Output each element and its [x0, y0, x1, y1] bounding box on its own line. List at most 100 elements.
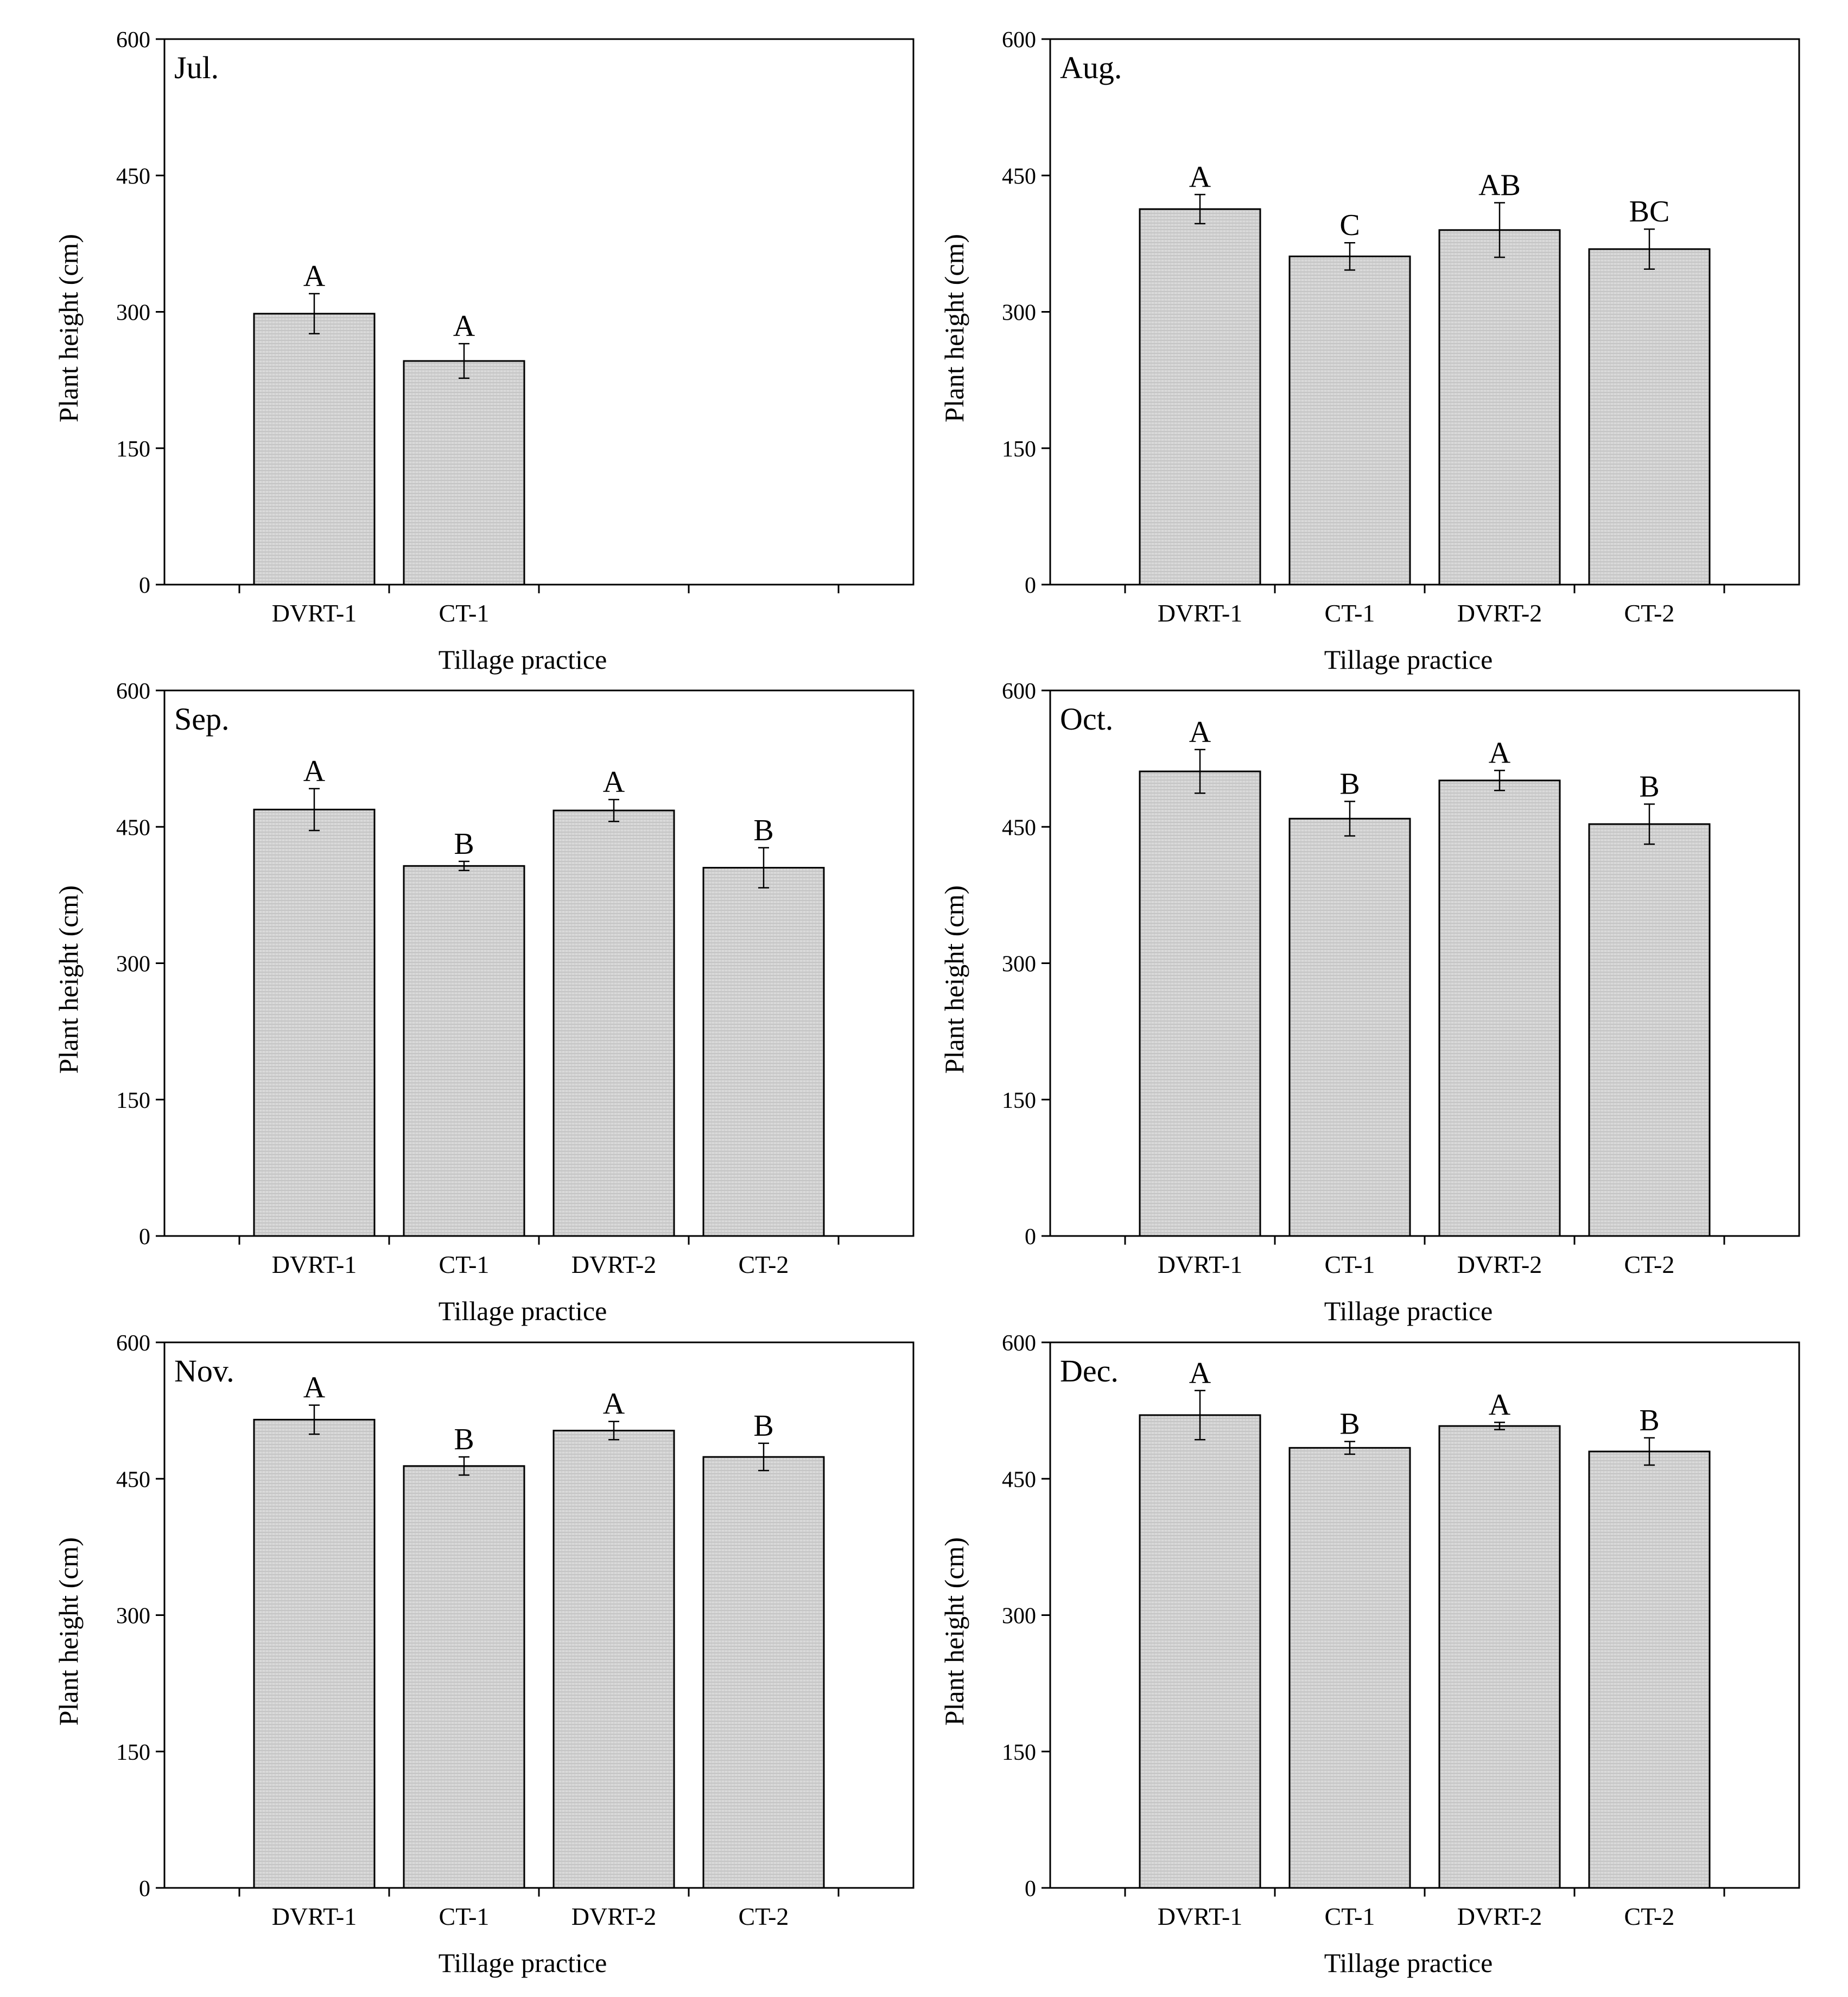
y-axis-title: Plant height (cm) — [53, 234, 84, 422]
x-tick-label: DVRT-1 — [272, 1903, 357, 1930]
y-tick-label: 150 — [116, 1740, 150, 1765]
y-tick-label: 150 — [1002, 1088, 1036, 1113]
x-tick-label: CT-1 — [439, 1903, 490, 1930]
chart-panel-2: A C AB BC 0 150 300 450 600 DVRT-1 CT-1 DVRT-2 CT-2 T… — [939, 28, 1800, 675]
y-tick-label: 450 — [1002, 815, 1036, 840]
x-tick-label: DVRT-2 — [1457, 599, 1542, 627]
x-tick-label: CT-2 — [1624, 1251, 1675, 1278]
panel-label: Sep. — [174, 701, 230, 737]
bar-dvrt-1 — [1139, 770, 1261, 1237]
error-bar-dvrt-1 — [1195, 1390, 1205, 1441]
x-tick-label: DVRT-2 — [1457, 1251, 1542, 1278]
bar-dvrt-1 — [1139, 1414, 1261, 1889]
x-tick-label: DVRT-2 — [1457, 1903, 1542, 1930]
significance-letter: B — [753, 814, 773, 847]
significance-letter: A — [1489, 1388, 1511, 1422]
error-bar-dvrt-2 — [1494, 770, 1505, 791]
bar-ct-1 — [403, 865, 525, 1237]
significance-letter: A — [1189, 715, 1211, 749]
y-tick-label: 300 — [116, 1604, 150, 1629]
error-bar-ct-2 — [758, 847, 769, 889]
y-tick-label: 300 — [116, 301, 150, 326]
error-bar-ct-1 — [459, 860, 469, 871]
x-tick-label: DVRT-1 — [1158, 599, 1243, 627]
y-tick-label: 600 — [1002, 1331, 1036, 1356]
y-tick-label: 450 — [116, 164, 150, 189]
y-tick-label: 150 — [116, 437, 150, 462]
bar-ct-1 — [1288, 255, 1411, 586]
significance-letter: A — [303, 259, 326, 293]
x-axis-title: Tillage practice — [1324, 1948, 1493, 1978]
bar-ct-2 — [1588, 248, 1711, 586]
bar-dvrt-2 — [1438, 1425, 1561, 1889]
y-tick-label: 300 — [1002, 952, 1036, 977]
y-tick-label: 450 — [1002, 164, 1036, 189]
significance-letter: A — [1189, 160, 1211, 194]
bar-ct-1 — [403, 1465, 525, 1889]
y-tick-label: 150 — [116, 1088, 150, 1113]
x-tick-label: CT-2 — [739, 1251, 789, 1278]
y-tick-label: 600 — [116, 1331, 150, 1356]
y-tick-label: 0 — [1025, 1876, 1036, 1901]
significance-letter: A — [603, 1387, 625, 1421]
x-tick-label: CT-2 — [1624, 599, 1675, 627]
x-axis-title: Tillage practice — [1324, 1296, 1493, 1326]
y-tick-label: 300 — [1002, 1604, 1036, 1629]
y-tick-label: 600 — [116, 679, 150, 704]
panel-label: Aug. — [1060, 50, 1122, 85]
y-tick-label: 600 — [116, 28, 150, 53]
x-tick-label: CT-1 — [1325, 599, 1375, 627]
y-tick-label: 450 — [116, 815, 150, 840]
x-tick-label: DVRT-2 — [571, 1251, 657, 1278]
bar-ct-2 — [1588, 1450, 1711, 1889]
y-tick-label: 0 — [139, 1225, 150, 1250]
error-bar-dvrt-1 — [309, 293, 320, 334]
y-tick-label: 0 — [139, 573, 150, 598]
x-axis-title: Tillage practice — [439, 644, 607, 675]
significance-letter: B — [1639, 770, 1659, 803]
y-axis-title: Plant height (cm) — [53, 885, 84, 1074]
error-bar-dvrt-2 — [608, 1421, 619, 1441]
error-bar-ct-2 — [1644, 803, 1655, 845]
y-tick-label: 450 — [1002, 1467, 1036, 1492]
chart-panel-5: A B A B 0 150 300 450 600 DVRT-1 CT-1 DVRT-2 CT-2 Til… — [53, 1331, 915, 1978]
error-bar-dvrt-2 — [608, 798, 619, 822]
bar-ct-2 — [702, 1456, 825, 1889]
panel-label: Dec. — [1060, 1353, 1119, 1389]
bar-ct-1 — [403, 360, 525, 586]
error-bar-ct-2 — [758, 1442, 769, 1472]
error-bar-ct-1 — [459, 1456, 469, 1476]
y-tick-label: 0 — [1025, 573, 1036, 598]
x-axis-title: Tillage practice — [439, 1948, 607, 1978]
significance-letter: B — [1339, 767, 1360, 801]
significance-letter: B — [1339, 1408, 1360, 1441]
x-tick-label: CT-2 — [739, 1903, 789, 1930]
panel-label: Oct. — [1060, 701, 1113, 737]
error-bar-dvrt-1 — [309, 788, 320, 832]
y-tick-label: 300 — [1002, 301, 1036, 326]
significance-letter: B — [454, 827, 474, 861]
bar-dvrt-2 — [553, 809, 675, 1237]
significance-letter: A — [303, 755, 326, 788]
x-tick-label: CT-2 — [1624, 1903, 1675, 1930]
error-bar-ct-2 — [1644, 228, 1655, 270]
bar-ct-2 — [702, 867, 825, 1237]
significance-letter: A — [303, 1371, 326, 1405]
bar-dvrt-2 — [1438, 779, 1561, 1237]
x-tick-label: DVRT-1 — [272, 1251, 357, 1278]
y-tick-label: 600 — [1002, 679, 1036, 704]
significance-letter: A — [453, 309, 475, 343]
panel-label: Jul. — [174, 50, 219, 85]
y-tick-label: 150 — [1002, 437, 1036, 462]
x-tick-label: DVRT-1 — [1158, 1903, 1243, 1930]
x-tick-label: CT-1 — [439, 599, 490, 627]
panel-label: Nov. — [174, 1353, 234, 1389]
x-axis-title: Tillage practice — [439, 1296, 607, 1326]
x-tick-label: CT-1 — [439, 1251, 490, 1278]
y-tick-label: 0 — [1025, 1225, 1036, 1250]
bar-ct-1 — [1288, 817, 1411, 1237]
bar-dvrt-1 — [1139, 208, 1261, 586]
y-tick-label: 450 — [116, 1467, 150, 1492]
y-axis-title: Plant height (cm) — [939, 234, 969, 422]
